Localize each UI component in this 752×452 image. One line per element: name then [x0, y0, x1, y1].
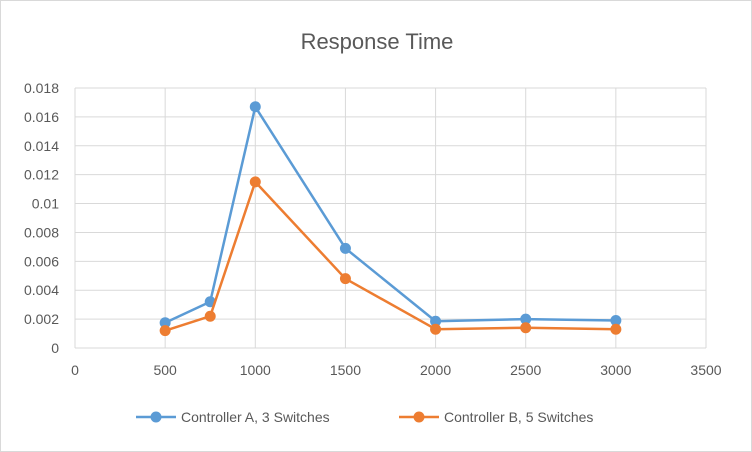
x-tick-label: 3500 [690, 362, 721, 378]
data-point [610, 315, 622, 327]
y-tick-label: 0.004 [24, 282, 59, 298]
data-point [159, 325, 171, 337]
legend-label-2: Controller B, 5 Switches [444, 409, 593, 425]
axis-tick-labels: 0 0.002 0.004 0.006 0.008 0.01 0.012 0.014 0.016… [24, 80, 722, 378]
data-point [249, 176, 261, 188]
data-point [159, 317, 171, 329]
data-point [204, 310, 216, 322]
y-tick-label: 0.012 [24, 167, 59, 183]
y-tick-label: 0.018 [24, 80, 59, 96]
data-point [520, 322, 532, 334]
x-tick-label: 1000 [240, 362, 271, 378]
y-tick-label: 0.014 [24, 138, 59, 154]
x-tick-label: 3000 [600, 362, 631, 378]
x-tick-label: 2500 [510, 362, 541, 378]
legend-marker-1 [150, 411, 162, 423]
x-tick-label: 500 [153, 362, 177, 378]
data-point [339, 273, 351, 285]
y-tick-label: 0 [51, 340, 59, 356]
y-tick-label: 0.008 [24, 224, 59, 240]
x-tick-label: 2000 [420, 362, 451, 378]
x-tick-label: 0 [71, 362, 79, 378]
data-series [159, 101, 622, 337]
data-point [430, 323, 442, 335]
chart-title: Response Time [301, 29, 454, 54]
data-point [610, 323, 622, 335]
y-tick-label: 0.006 [24, 253, 59, 269]
data-point [249, 101, 261, 113]
series-1 [159, 101, 622, 329]
series-2 [159, 176, 622, 337]
data-point [520, 313, 532, 325]
legend: Controller A, 3 Switches Controller B, 5 … [136, 409, 593, 425]
y-tick-label: 0.002 [24, 311, 59, 327]
x-tick-label: 1500 [330, 362, 361, 378]
legend-marker-2 [413, 411, 425, 423]
grid-lines [74, 87, 707, 349]
y-tick-label: 0.016 [24, 109, 59, 125]
y-tick-label: 0.01 [32, 196, 59, 212]
legend-label-1: Controller A, 3 Switches [181, 409, 330, 425]
data-point [430, 315, 442, 327]
data-point [339, 242, 351, 254]
